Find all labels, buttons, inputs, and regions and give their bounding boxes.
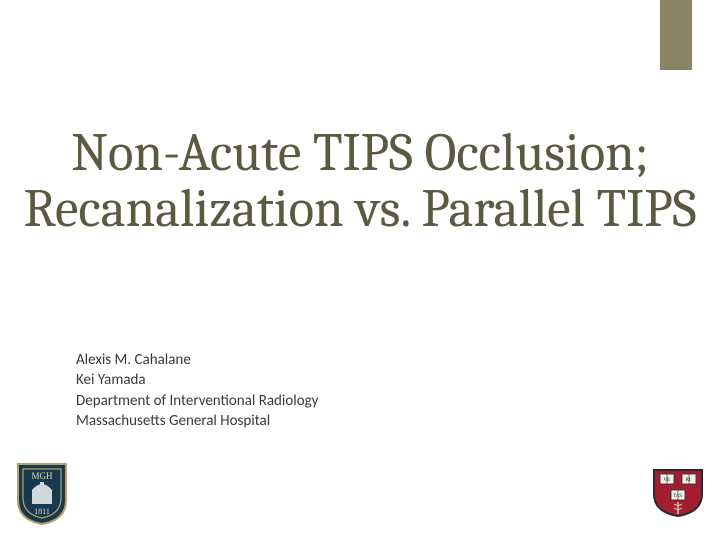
veritas-ve: VE <box>664 478 671 483</box>
page-title: Non-Acute TIPS Occlusion; Recanalization… <box>20 126 700 237</box>
veritas-ri: RI <box>686 478 691 483</box>
mgh-label-top: MGH <box>31 471 53 481</box>
harvard-logo-icon: VE RI TAS <box>650 464 706 518</box>
slide: Non-Acute TIPS Occlusion; Recanalization… <box>0 0 720 540</box>
mgh-label-bottom: 1811 <box>34 507 50 516</box>
mgh-logo-icon: MGH 1811 <box>14 460 70 526</box>
accent-bar <box>660 0 692 70</box>
author-line: Massachusetts General Hospital <box>76 411 318 431</box>
authors-block: Alexis M. Cahalane Kei Yamada Department… <box>76 350 318 431</box>
author-line: Alexis M. Cahalane <box>76 350 318 370</box>
veritas-tas: TAS <box>673 494 682 499</box>
author-line: Kei Yamada <box>76 370 318 390</box>
author-line: Department of Interventional Radiology <box>76 391 318 411</box>
